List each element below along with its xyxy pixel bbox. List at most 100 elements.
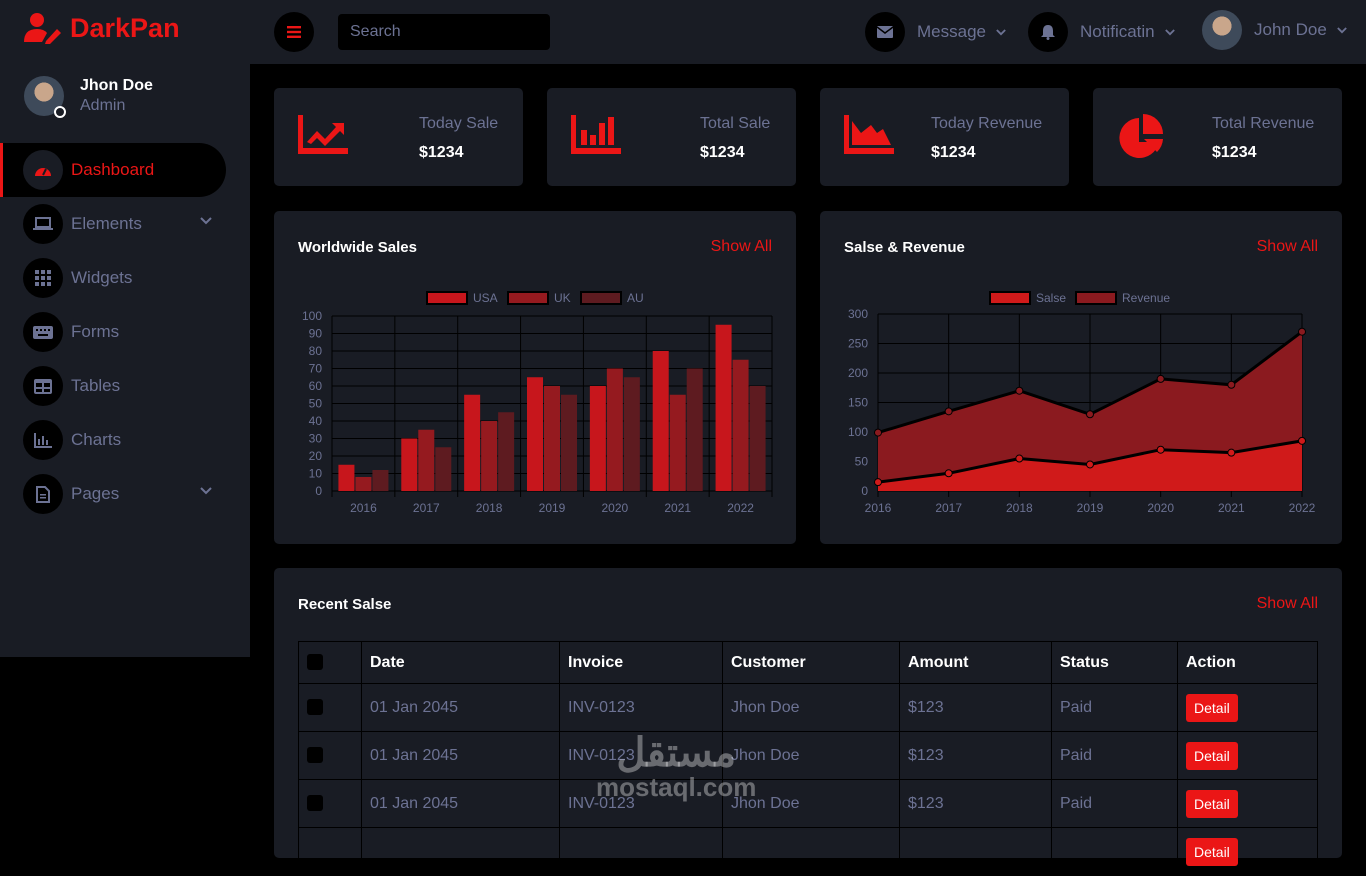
online-status-dot [54,106,66,118]
y-tick-label: 100 [848,425,868,439]
select-all-checkbox[interactable] [307,654,323,671]
data-point [1086,410,1094,419]
data-point [874,428,882,437]
sidebar-item-tables[interactable]: Tables [0,359,226,413]
bar [355,477,372,491]
column-header[interactable]: Status [1051,641,1178,684]
column-header[interactable]: Invoice [559,641,723,684]
data-point [944,469,953,478]
bar [623,377,640,491]
show-all-link[interactable]: Show All [1256,238,1318,255]
stat-value: $1234 [700,144,745,161]
recent-sales-table: Date Invoice Customer Amount Status Acti… [298,641,1318,876]
file-icon [23,474,63,514]
table-row: Detail [298,827,1318,876]
brand-logo[interactable]: DarkPan [24,12,180,44]
x-tick-label: 2016 [350,501,377,515]
avatar[interactable] [24,76,66,118]
action-cell: Detail [1177,731,1318,780]
y-tick-label: 0 [315,484,322,498]
keyboard-icon [23,312,63,352]
sidebar-item-pages[interactable]: Pages [0,467,226,521]
chart-icon [23,420,63,460]
sidebar-item-label: Pages [71,484,120,503]
detail-button[interactable]: Detail [1186,837,1238,866]
row-checkbox[interactable] [307,747,323,764]
column-header[interactable]: Customer [722,641,900,684]
data-point [1227,448,1236,457]
chevron-down-icon [1164,28,1175,35]
sidebar-item-dashboard[interactable]: Dashboard [0,143,226,197]
customer-cell [722,827,900,876]
detail-button[interactable]: Detail [1186,741,1238,770]
customer-cell: Jhon Doe [722,731,900,780]
legend-label: AU [627,291,644,305]
x-tick-label: 2019 [539,501,566,515]
user-dropdown[interactable]: John Doe [1202,10,1347,50]
sidebar-item-charts[interactable]: Charts [0,413,226,467]
stat-value: $1234 [931,144,976,161]
sidebar-item-forms[interactable]: Forms [0,305,226,359]
table-row: 01 Jan 2045 INV-0123 Jhon Doe $123 Paid … [298,779,1318,828]
detail-button[interactable]: Detail [1186,693,1238,722]
stat-card-today-revenue: Today Revenue $1234 [820,88,1069,186]
sidebar-item-elements[interactable]: Elements [0,197,226,251]
bar [418,429,435,491]
chart-line-icon [298,115,348,154]
bar [669,394,686,491]
x-tick-label: 2021 [1218,501,1245,515]
recent-sales-card: Recent Salse Show All Date Invoice Custo… [274,568,1342,876]
stat-label: Total Revenue [1212,115,1315,132]
data-point [944,407,953,416]
sidebar: DarkPan Jhon Doe Admin Dashboard Element… [0,0,250,657]
show-all-link[interactable]: Show All [710,238,772,255]
status-cell: Paid [1051,779,1178,828]
amount-cell: $123 [899,731,1052,780]
y-tick-label: 90 [309,327,323,341]
detail-button[interactable]: Detail [1186,789,1238,818]
bar [544,386,560,491]
topbar: Message Notificatin John Doe [250,0,1366,64]
sidebar-item-label: Tables [71,376,121,395]
chevron-down-icon [200,217,212,225]
x-tick-label: 2020 [602,501,629,515]
y-tick-label: 10 [309,467,323,481]
sidebar-item-label: Forms [71,322,120,341]
sidebar-item-widgets[interactable]: Widgets [0,251,226,305]
avatar [1202,10,1242,50]
x-tick-label: 2019 [1077,501,1104,515]
card-title: Recent Salse [298,596,392,613]
invoice-cell [559,827,723,876]
customer-cell: Jhon Doe [722,779,900,828]
row-checkbox[interactable] [307,795,323,812]
x-tick-label: 2018 [1006,501,1033,515]
message-dropdown[interactable]: Message [865,12,1006,52]
sidebar-toggle-button[interactable] [274,12,314,52]
column-header[interactable]: Amount [899,641,1052,684]
grid-icon [23,258,63,298]
stat-card-total-revenue: Total Revenue $1234 [1093,88,1342,186]
bar [401,438,418,491]
sales-revenue-card: Salse & Revenue Show All 0 50 100 150 200 250… [820,211,1342,544]
search-input[interactable] [338,14,550,50]
row-checkbox[interactable] [307,699,323,716]
data-point [1015,386,1024,395]
y-tick-label: 50 [855,455,869,469]
bar [749,386,766,491]
x-tick-label: 2021 [664,501,691,515]
x-tick-label: 2020 [1147,501,1174,515]
column-header[interactable]: Action [1177,641,1318,684]
chart-area-icon [844,115,894,154]
y-tick-label: 70 [309,362,323,376]
stat-value: $1234 [1212,144,1257,161]
table-row: 01 Jan 2045 INV-0123 Jhon Doe $123 Paid … [298,683,1318,732]
data-point [1298,436,1306,445]
notification-dropdown[interactable]: Notificatin [1028,12,1175,52]
bar [464,394,481,491]
table-header-row: Date Invoice Customer Amount Status Acti… [298,641,1318,684]
column-header[interactable]: Date [361,641,560,684]
x-tick-label: 2018 [476,501,503,515]
sidebar-profile: Jhon Doe Admin [24,76,153,118]
show-all-link[interactable]: Show All [1256,595,1318,612]
y-tick-label: 300 [848,307,868,321]
